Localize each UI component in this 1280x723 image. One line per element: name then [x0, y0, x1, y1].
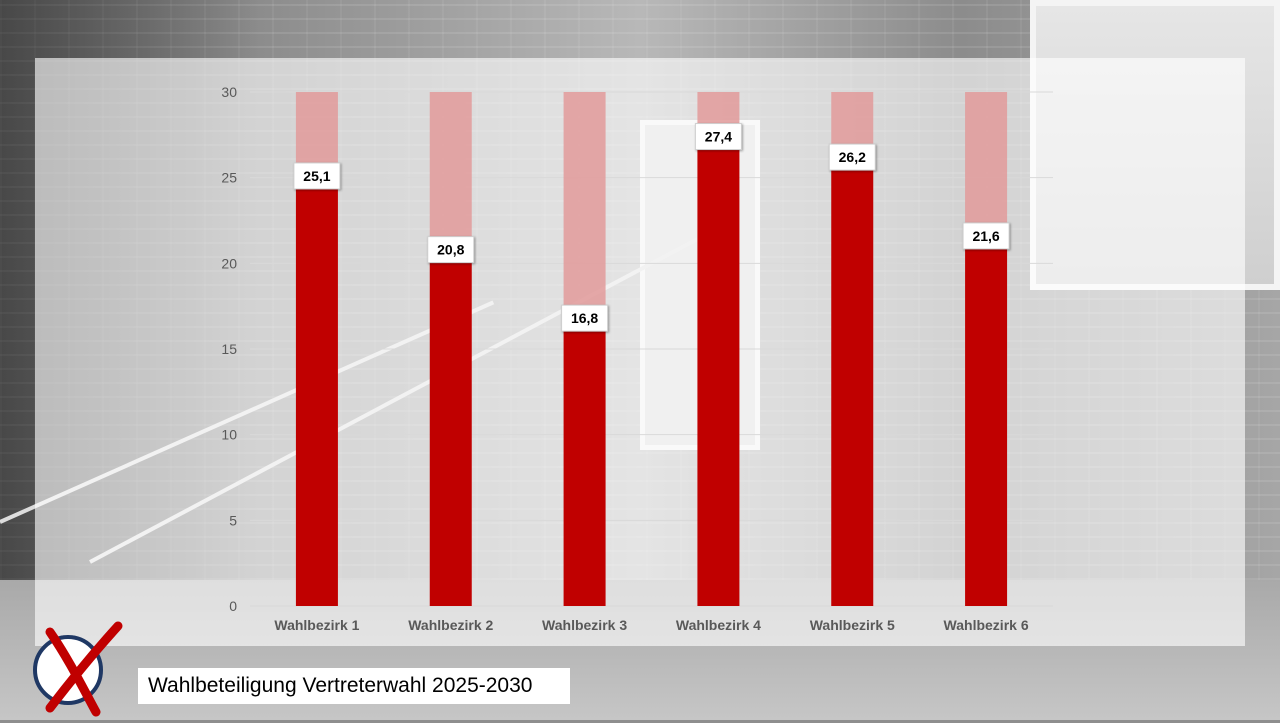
bar — [429, 249, 472, 607]
bar-chart: 0 5 10 15 20 25 30 25,1 Wahlbezirk 1 20,8 Wahlbezi… — [221, 84, 1053, 633]
ballot-cross-icon — [33, 621, 123, 717]
y-tick-label: 30 — [221, 84, 237, 100]
bar-remainder — [563, 92, 606, 319]
x-tick-label: Wahlbezirk 3 — [542, 617, 627, 633]
y-tick-label: 10 — [221, 427, 237, 443]
data-label-box — [293, 162, 341, 190]
y-tick-label: 15 — [221, 341, 237, 357]
y-tick-label: 25 — [221, 170, 237, 186]
chart-title-box: Wahlbeteiligung Vertreterwahl 2025-2030 — [138, 668, 570, 704]
y-tick-label: 20 — [221, 255, 237, 271]
bar-remainder — [295, 92, 338, 176]
data-label: 16,8 — [571, 310, 598, 326]
x-tick-label: Wahlbezirk 5 — [810, 617, 895, 633]
data-label-box — [828, 143, 876, 171]
bar-remainder — [965, 92, 1008, 236]
ballot-logo — [28, 618, 128, 718]
data-label-box — [561, 304, 609, 332]
data-label-box — [962, 222, 1010, 250]
bar — [295, 175, 338, 606]
data-label: 20,8 — [437, 242, 464, 258]
data-label: 27,4 — [705, 129, 732, 145]
x-tick-label: Wahlbezirk 4 — [676, 617, 761, 633]
x-tick-label: Wahlbezirk 1 — [274, 617, 359, 633]
data-label: 26,2 — [839, 149, 866, 165]
chart-panel: 0 5 10 15 20 25 30 25,1 Wahlbezirk 1 20,8 Wahlbezi… — [35, 58, 1245, 646]
y-tick-label: 0 — [229, 598, 237, 614]
x-tick-label: Wahlbezirk 2 — [408, 617, 493, 633]
bar — [697, 136, 740, 606]
x-tick-label: Wahlbezirk 6 — [944, 617, 1029, 633]
bar — [965, 235, 1008, 607]
y-tick-label: 5 — [229, 512, 237, 528]
data-label: 21,6 — [972, 228, 999, 244]
data-label: 25,1 — [303, 168, 330, 184]
bar-remainder — [429, 92, 472, 250]
bar — [563, 318, 606, 606]
data-label-box — [427, 236, 475, 264]
chart-title: Wahlbeteiligung Vertreterwahl 2025-2030 — [148, 674, 533, 697]
data-label-box — [694, 123, 742, 151]
bar — [831, 157, 874, 606]
